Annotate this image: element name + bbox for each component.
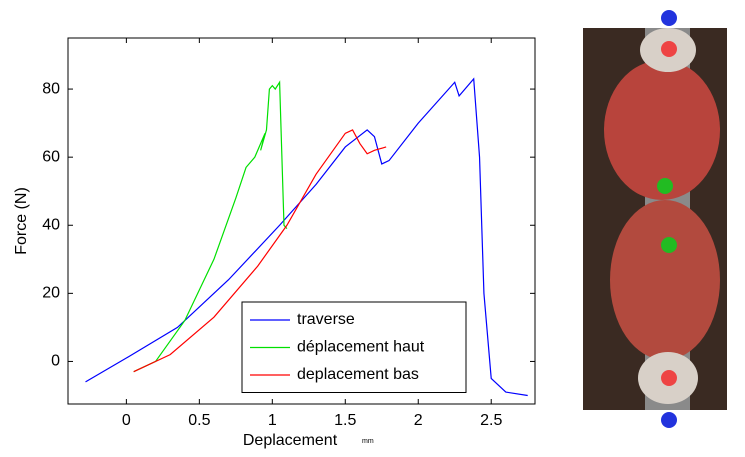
- marker-blue: [661, 10, 677, 26]
- series-line: [133, 129, 387, 373]
- y-tick-label: 40: [42, 216, 60, 233]
- y-tick-label: 80: [42, 80, 60, 97]
- marker-red: [661, 370, 677, 386]
- series-line: [133, 80, 288, 373]
- plot-frame: [67, 37, 536, 405]
- tissue-upper: [604, 60, 720, 200]
- legend-label: déplacement haut: [297, 339, 425, 356]
- x-tick-label: 2.5: [480, 412, 502, 429]
- x-tick-label: 1: [268, 412, 277, 429]
- legend-label: deplacement bas: [297, 366, 419, 383]
- x-axis-label: Deplacement: [243, 432, 338, 449]
- marker-red: [661, 41, 677, 57]
- x-tick-label: 2: [414, 412, 423, 429]
- photo: [583, 10, 727, 428]
- tissue-lower: [610, 200, 720, 360]
- y-tick-label: 0: [51, 353, 60, 370]
- x-axis-unit: mm: [362, 438, 374, 445]
- marker-green: [657, 178, 673, 194]
- x-tick-label: 0.5: [188, 412, 210, 429]
- x-tick-label: 0: [122, 412, 131, 429]
- legend-label: traverse: [297, 311, 355, 328]
- series-line: [85, 77, 528, 397]
- y-axis-label: Force (N): [13, 187, 30, 255]
- y-tick-label: 60: [42, 148, 60, 165]
- y-tick-label: 20: [42, 285, 60, 302]
- marker-green: [661, 237, 677, 253]
- x-tick-label: 1.5: [334, 412, 356, 429]
- marker-blue: [661, 412, 677, 428]
